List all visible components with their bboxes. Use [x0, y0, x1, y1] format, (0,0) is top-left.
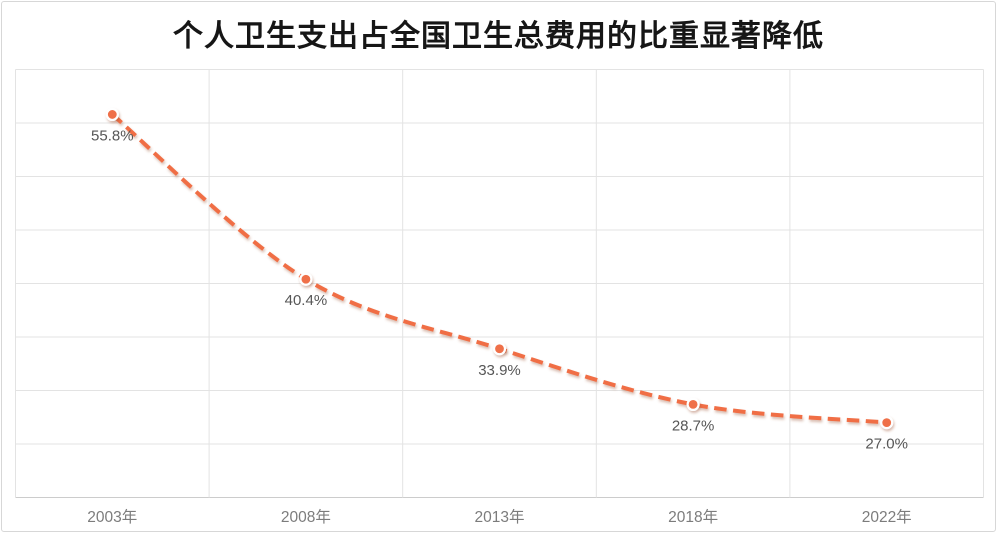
data-point-marker — [492, 342, 507, 356]
x-axis-tick-label: 2003年 — [87, 508, 137, 526]
x-axis-tick-label: 2008年 — [281, 508, 331, 526]
x-axis-tick-label: 2013年 — [475, 508, 525, 526]
data-point-label: 27.0% — [865, 436, 908, 453]
data-point-marker — [105, 107, 119, 122]
data-point-marker — [686, 397, 700, 412]
x-axis-tick-label: 2018年 — [668, 508, 718, 526]
data-point-label: 40.4% — [285, 292, 328, 309]
chart-title: 个人卫生支出占全国卫生总费用的比重显著降低 — [173, 20, 824, 53]
data-point-markers — [105, 107, 894, 430]
x-axis-tick-label: 2022年 — [862, 508, 912, 526]
data-labels: 55.8% 40.4% 33.9% 28.7% 27.0% — [91, 127, 908, 452]
data-point-label: 28.7% — [672, 417, 715, 434]
data-point-marker — [299, 272, 313, 286]
data-point-marker — [880, 416, 894, 430]
x-axis-labels: 2003年 2008年 2013年 2018年 2022年 — [87, 508, 911, 526]
data-point-label: 55.8% — [91, 127, 134, 144]
plot-gridlines — [15, 69, 984, 498]
data-point-label: 33.9% — [478, 362, 521, 379]
